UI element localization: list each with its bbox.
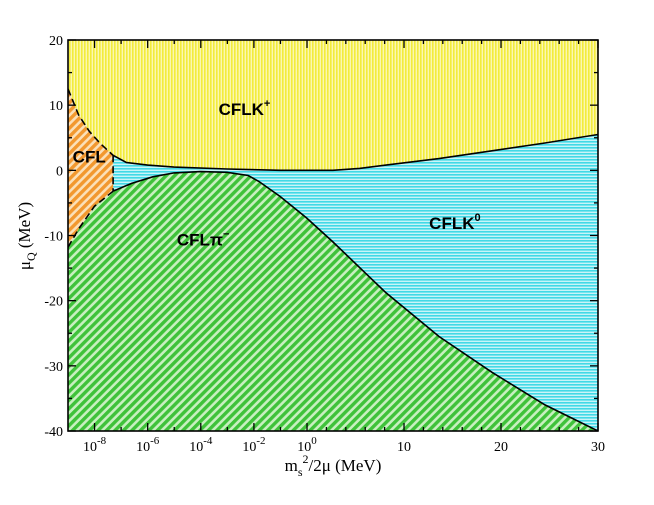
y-axis-title-base: μ <box>15 261 34 270</box>
x-tick-label: 10-2 <box>242 435 265 455</box>
x-tick-label: 10 <box>397 440 411 455</box>
x-tick-label: 20 <box>494 440 508 455</box>
x-tick-label-exp: -6 <box>150 435 160 447</box>
boundary-lower-solid <box>112 170 598 431</box>
y-axis-title-rest: (MeV) <box>15 202 34 253</box>
y-tick-label: -20 <box>44 295 63 310</box>
region-label-cflk-: CFLK+ <box>219 98 271 119</box>
x-tick-label-base: 10 <box>136 440 150 455</box>
x-axis-title: ms2/2μ (MeV) <box>285 452 382 479</box>
boundary-upper-dashed <box>68 88 114 156</box>
region-cfl-pi-minus-area <box>68 171 598 431</box>
x-tick-label-exp: -8 <box>97 435 107 447</box>
region-label-sup: − <box>223 228 229 240</box>
x-axis-title-rest: /2μ (MeV) <box>309 456 382 475</box>
y-axis-title-sub: Q <box>24 252 38 261</box>
x-tick-label-base: 10 <box>242 440 256 455</box>
x-tick-label-base: 10 <box>297 440 311 455</box>
region-cflk-plus-area <box>68 40 598 171</box>
x-axis-title-sub: s <box>298 465 303 479</box>
region-cfl-area <box>68 88 114 248</box>
region-label-sup: 0 <box>475 212 481 224</box>
y-tick-label: -40 <box>44 425 63 440</box>
region-label-text: CFL <box>73 148 106 167</box>
x-axis-title-base: m <box>285 456 298 475</box>
x-tick-label: 10-8 <box>83 435 107 455</box>
region-label-text: CFLK <box>429 214 475 233</box>
region-label-text: CFLπ <box>177 230 223 249</box>
y-tick-label: 0 <box>56 164 63 179</box>
x-tick-label-base: 10 <box>83 440 97 455</box>
x-tick-label: 30 <box>591 440 605 455</box>
region-label-sup: + <box>264 98 270 110</box>
y-tick-label: -10 <box>44 230 63 245</box>
region-label-text: CFLK <box>219 100 265 119</box>
x-tick-label: 100 <box>297 435 317 455</box>
x-tick-label: 10-6 <box>136 435 160 455</box>
x-tick-label-exp: -4 <box>203 435 213 447</box>
x-tick-label: 10-4 <box>189 435 213 455</box>
y-axis-title: μQ (MeV) <box>15 202 38 270</box>
y-tick-label: 20 <box>49 34 63 49</box>
region-label-cfl: CFL <box>73 148 106 167</box>
x-tick-label-exp: -2 <box>256 435 265 447</box>
x-axis-title-sup: 2 <box>303 452 309 466</box>
boundary-lower-dashed <box>68 190 114 248</box>
y-tick-label: -30 <box>44 360 63 375</box>
x-tick-label-exp: 0 <box>311 435 317 447</box>
region-label-cflk0: CFLK0 <box>429 212 480 233</box>
boundary-upper-solid <box>112 133 598 172</box>
x-tick-label-base: 10 <box>189 440 203 455</box>
region-label-cflpi-: CFLπ− <box>177 228 230 249</box>
y-tick-label: 10 <box>49 99 63 114</box>
